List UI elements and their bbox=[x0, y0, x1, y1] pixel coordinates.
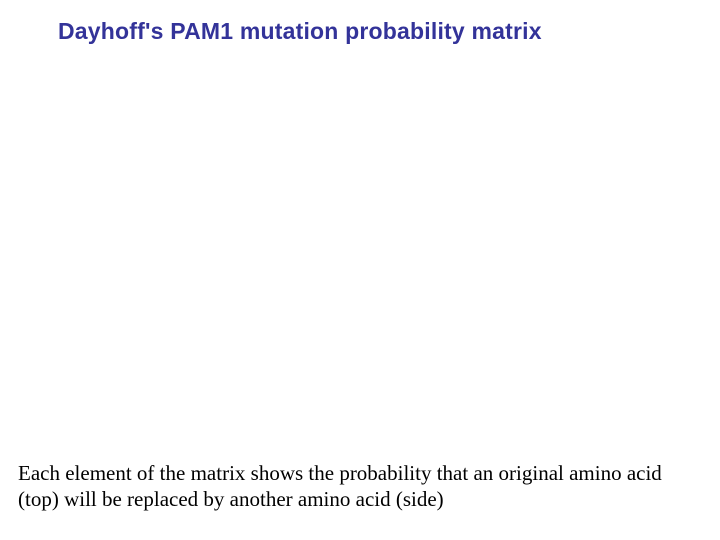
slide-title: Dayhoff's PAM1 mutation probability matr… bbox=[58, 18, 542, 45]
slide-caption: Each element of the matrix shows the pro… bbox=[18, 460, 670, 513]
